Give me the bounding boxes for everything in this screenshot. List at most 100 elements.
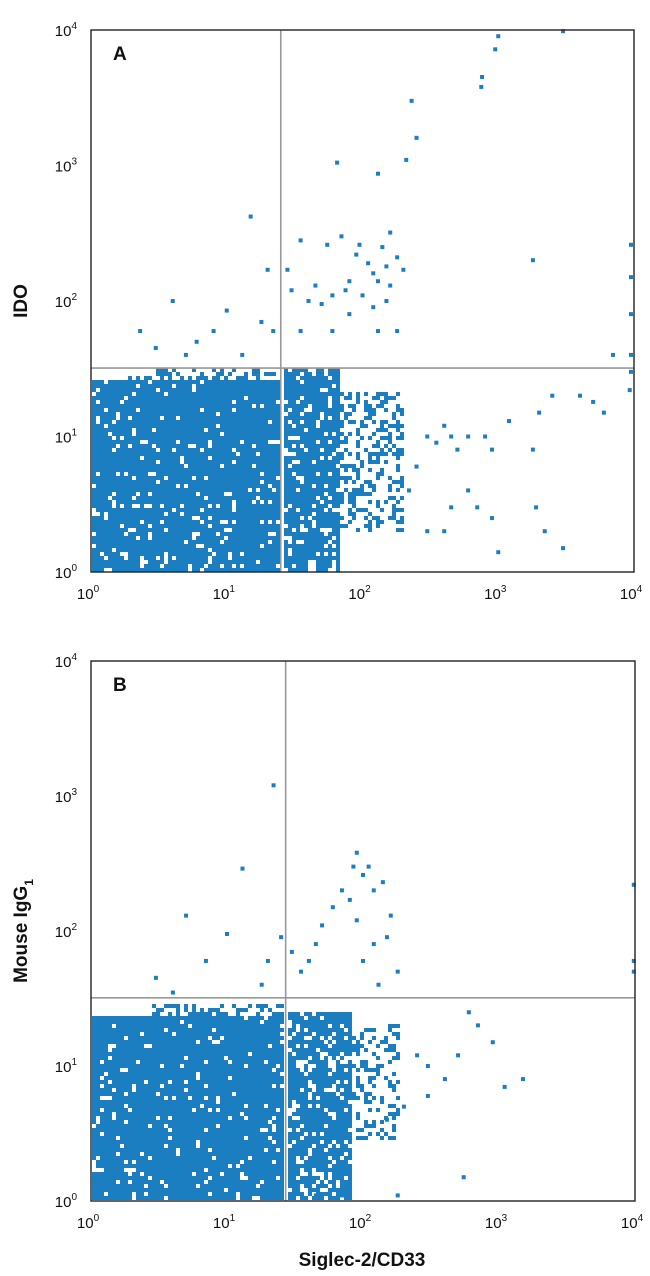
event-dot — [200, 504, 204, 508]
event-dot — [240, 388, 244, 392]
event-dot — [96, 408, 100, 412]
event-dot — [188, 1100, 192, 1104]
event-dot — [248, 1172, 252, 1176]
event-dot — [204, 1088, 208, 1092]
event-dot — [336, 512, 340, 516]
event-dot — [248, 404, 252, 408]
event-dot — [188, 528, 192, 532]
event-dot — [164, 1068, 168, 1072]
event-dot — [120, 484, 124, 488]
event-dot — [244, 448, 248, 452]
event-dot — [260, 388, 264, 392]
event-dot — [128, 548, 132, 552]
event-dot — [256, 492, 260, 496]
event-dot — [368, 416, 372, 420]
event-dot — [172, 1128, 176, 1132]
event-dot — [172, 436, 176, 440]
event-dot — [104, 1112, 108, 1116]
event-dot — [180, 1184, 184, 1188]
event-dot — [196, 484, 200, 488]
event-dot — [232, 1180, 236, 1184]
event-dot — [224, 1096, 228, 1100]
event-dot — [164, 464, 168, 468]
event-dot — [136, 396, 140, 400]
event-dot — [104, 520, 108, 524]
event-dot — [316, 528, 320, 532]
event-dot — [240, 468, 244, 472]
event-dot — [164, 436, 168, 440]
event-dot — [194, 339, 199, 344]
event-dot — [128, 512, 132, 516]
event-dot — [136, 516, 140, 520]
event-dot — [152, 544, 156, 548]
event-dot — [284, 500, 288, 504]
event-dot — [152, 396, 156, 400]
event-dot — [124, 536, 128, 540]
event-dot — [132, 1108, 136, 1112]
event-dot — [104, 1020, 108, 1024]
event-dot — [312, 556, 316, 560]
event-dot — [336, 396, 340, 400]
event-dot — [108, 1192, 112, 1196]
event-dot — [176, 1064, 180, 1068]
event-dot — [240, 1100, 244, 1104]
event-dot — [371, 271, 376, 276]
event-dot — [92, 564, 96, 568]
event-dot — [264, 1132, 268, 1136]
event-dot — [224, 500, 228, 504]
event-dot — [152, 496, 156, 500]
event-dot — [144, 480, 148, 484]
event-dot — [228, 1152, 232, 1156]
event-dot — [336, 560, 340, 564]
event-dot — [232, 1128, 236, 1132]
event-dot — [244, 528, 248, 532]
event-dot — [156, 512, 160, 516]
event-dot — [176, 532, 180, 536]
event-dot — [396, 500, 400, 504]
event-dot — [168, 508, 172, 512]
event-dot — [292, 368, 296, 372]
event-dot — [328, 432, 332, 436]
event-dot — [236, 1076, 240, 1080]
event-dot — [320, 560, 324, 564]
event-dot — [232, 1144, 236, 1148]
event-dot — [272, 1168, 276, 1172]
event-dot — [212, 1024, 216, 1028]
event-dot — [148, 552, 152, 556]
event-dot — [152, 1176, 156, 1180]
event-dot — [192, 1024, 196, 1028]
event-dot — [112, 400, 116, 404]
event-dot — [248, 548, 252, 552]
event-dot — [124, 408, 128, 412]
event-dot — [176, 400, 180, 404]
event-dot — [268, 1144, 272, 1148]
event-dot — [200, 1120, 204, 1124]
event-dot — [156, 1056, 160, 1060]
event-dot — [216, 440, 220, 444]
event-dot — [124, 1040, 128, 1044]
event-dot — [116, 440, 120, 444]
event-dot — [160, 496, 164, 500]
event-dot — [352, 488, 356, 492]
event-dot — [184, 528, 188, 532]
event-dot — [268, 380, 272, 384]
event-dot — [188, 408, 192, 412]
event-dot — [268, 436, 272, 440]
event-dot — [188, 1112, 192, 1116]
event-dot — [260, 1172, 264, 1176]
event-dot — [108, 548, 112, 552]
event-dot — [100, 556, 104, 560]
event-dot — [176, 540, 180, 544]
event-dot — [344, 476, 348, 480]
event-dot — [144, 468, 148, 472]
event-dot — [332, 556, 336, 560]
event-dot — [144, 1076, 148, 1080]
event-dot — [128, 428, 132, 432]
event-dot — [156, 568, 160, 572]
event-dot — [104, 440, 108, 444]
event-dot — [180, 524, 184, 528]
event-dot — [120, 1020, 124, 1024]
event-dot — [220, 1076, 224, 1080]
event-dot — [188, 1084, 192, 1088]
event-dot — [344, 396, 348, 400]
